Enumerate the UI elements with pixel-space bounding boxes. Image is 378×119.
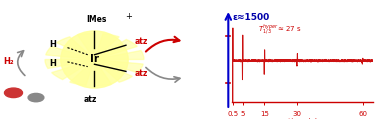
- Wedge shape: [94, 60, 143, 73]
- Text: H: H: [50, 40, 56, 49]
- Text: IMes: IMes: [87, 15, 107, 24]
- Ellipse shape: [61, 31, 128, 88]
- Wedge shape: [94, 34, 119, 60]
- Wedge shape: [94, 39, 137, 60]
- Text: Ir: Ir: [90, 55, 99, 64]
- Text: H: H: [50, 59, 56, 68]
- Wedge shape: [57, 37, 94, 60]
- Wedge shape: [94, 60, 132, 82]
- Circle shape: [5, 88, 23, 98]
- Circle shape: [28, 93, 44, 102]
- Wedge shape: [94, 51, 144, 60]
- Wedge shape: [77, 33, 94, 60]
- Wedge shape: [45, 60, 94, 68]
- Wedge shape: [46, 46, 94, 60]
- Text: +: +: [125, 12, 132, 21]
- Text: $T_{1/3}^{hyper}$≈ 27 s: $T_{1/3}^{hyper}$≈ 27 s: [258, 22, 302, 36]
- Text: atz: atz: [135, 37, 148, 46]
- Text: atz: atz: [83, 95, 97, 104]
- Wedge shape: [52, 60, 94, 80]
- Text: H₂: H₂: [4, 57, 14, 66]
- Text: atz: atz: [135, 69, 148, 78]
- Wedge shape: [94, 60, 112, 86]
- X-axis label: time (s): time (s): [288, 118, 318, 119]
- Text: ε≈1500: ε≈1500: [232, 13, 270, 22]
- Wedge shape: [70, 60, 94, 85]
